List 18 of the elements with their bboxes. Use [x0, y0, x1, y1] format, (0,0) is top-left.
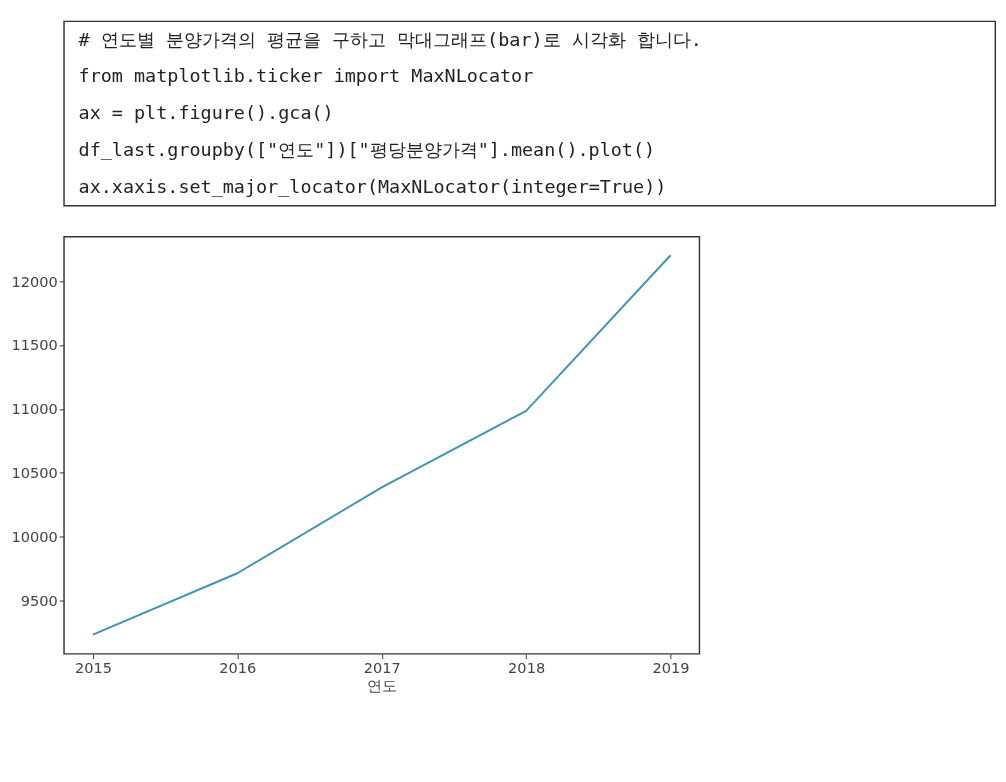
y-tick-label: 11500 — [11, 336, 58, 354]
line-series — [91, 254, 672, 636]
y-tick-label: 10000 — [11, 527, 58, 545]
x-tick-label: 2015 — [74, 658, 112, 676]
x-tick-label: 2019 — [652, 658, 690, 676]
y-tick-label: 9500 — [20, 591, 58, 609]
y-tick-label: 12000 — [11, 272, 58, 290]
text: # 연도별 분양가격의 평균을 구하고 막대그래프(bar)로 시각화 합니다. — [78, 28, 702, 50]
text: df_last.groupby(["연도"])["평당분양가격"].mean().plot() — [78, 139, 656, 161]
x-tick-label: 2017 — [363, 658, 401, 676]
x-tick-label: 2016 — [219, 658, 257, 676]
y-tick-label: 11000 — [11, 400, 58, 418]
x-axis-title: 연도 — [367, 677, 398, 695]
x-tick-label: 2018 — [508, 658, 546, 676]
text: from matplotlib.ticker import MaxNLocator — [78, 65, 534, 87]
text: ax.xaxis.set_major_locator(MaxNLocator(integer=True)) — [78, 176, 667, 198]
y-tick-label: 10500 — [11, 464, 58, 482]
text: ax = plt.figure().gca() — [78, 102, 334, 124]
